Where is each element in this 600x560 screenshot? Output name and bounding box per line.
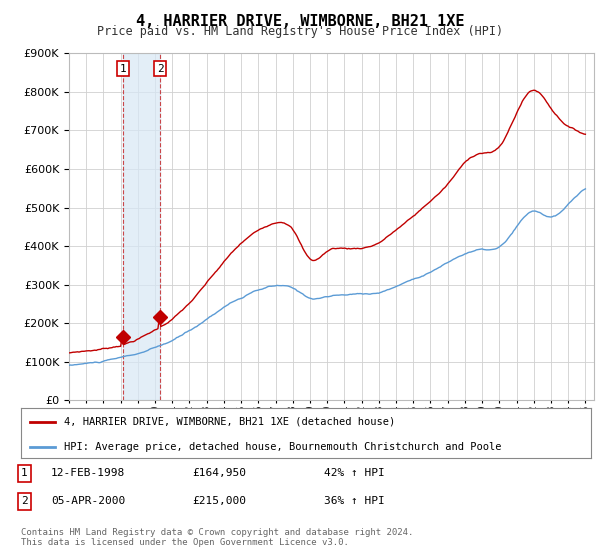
Text: HPI: Average price, detached house, Bournemouth Christchurch and Poole: HPI: Average price, detached house, Bour… [64,442,501,452]
Text: 4, HARRIER DRIVE, WIMBORNE, BH21 1XE: 4, HARRIER DRIVE, WIMBORNE, BH21 1XE [136,14,464,29]
Text: 2: 2 [21,496,28,506]
Text: £164,950: £164,950 [192,468,246,478]
Text: Contains HM Land Registry data © Crown copyright and database right 2024.
This d: Contains HM Land Registry data © Crown c… [21,528,413,547]
Bar [123,53,160,400]
Text: 4, HARRIER DRIVE, WIMBORNE, BH21 1XE (detached house): 4, HARRIER DRIVE, WIMBORNE, BH21 1XE (de… [64,417,395,427]
Text: 42% ↑ HPI: 42% ↑ HPI [324,468,385,478]
Text: £215,000: £215,000 [192,496,246,506]
Text: 12-FEB-1998: 12-FEB-1998 [51,468,125,478]
Text: 05-APR-2000: 05-APR-2000 [51,496,125,506]
Text: 2: 2 [157,64,163,73]
Text: 1: 1 [21,468,28,478]
Text: 36% ↑ HPI: 36% ↑ HPI [324,496,385,506]
Text: Price paid vs. HM Land Registry's House Price Index (HPI): Price paid vs. HM Land Registry's House … [97,25,503,38]
Text: 1: 1 [119,64,126,73]
